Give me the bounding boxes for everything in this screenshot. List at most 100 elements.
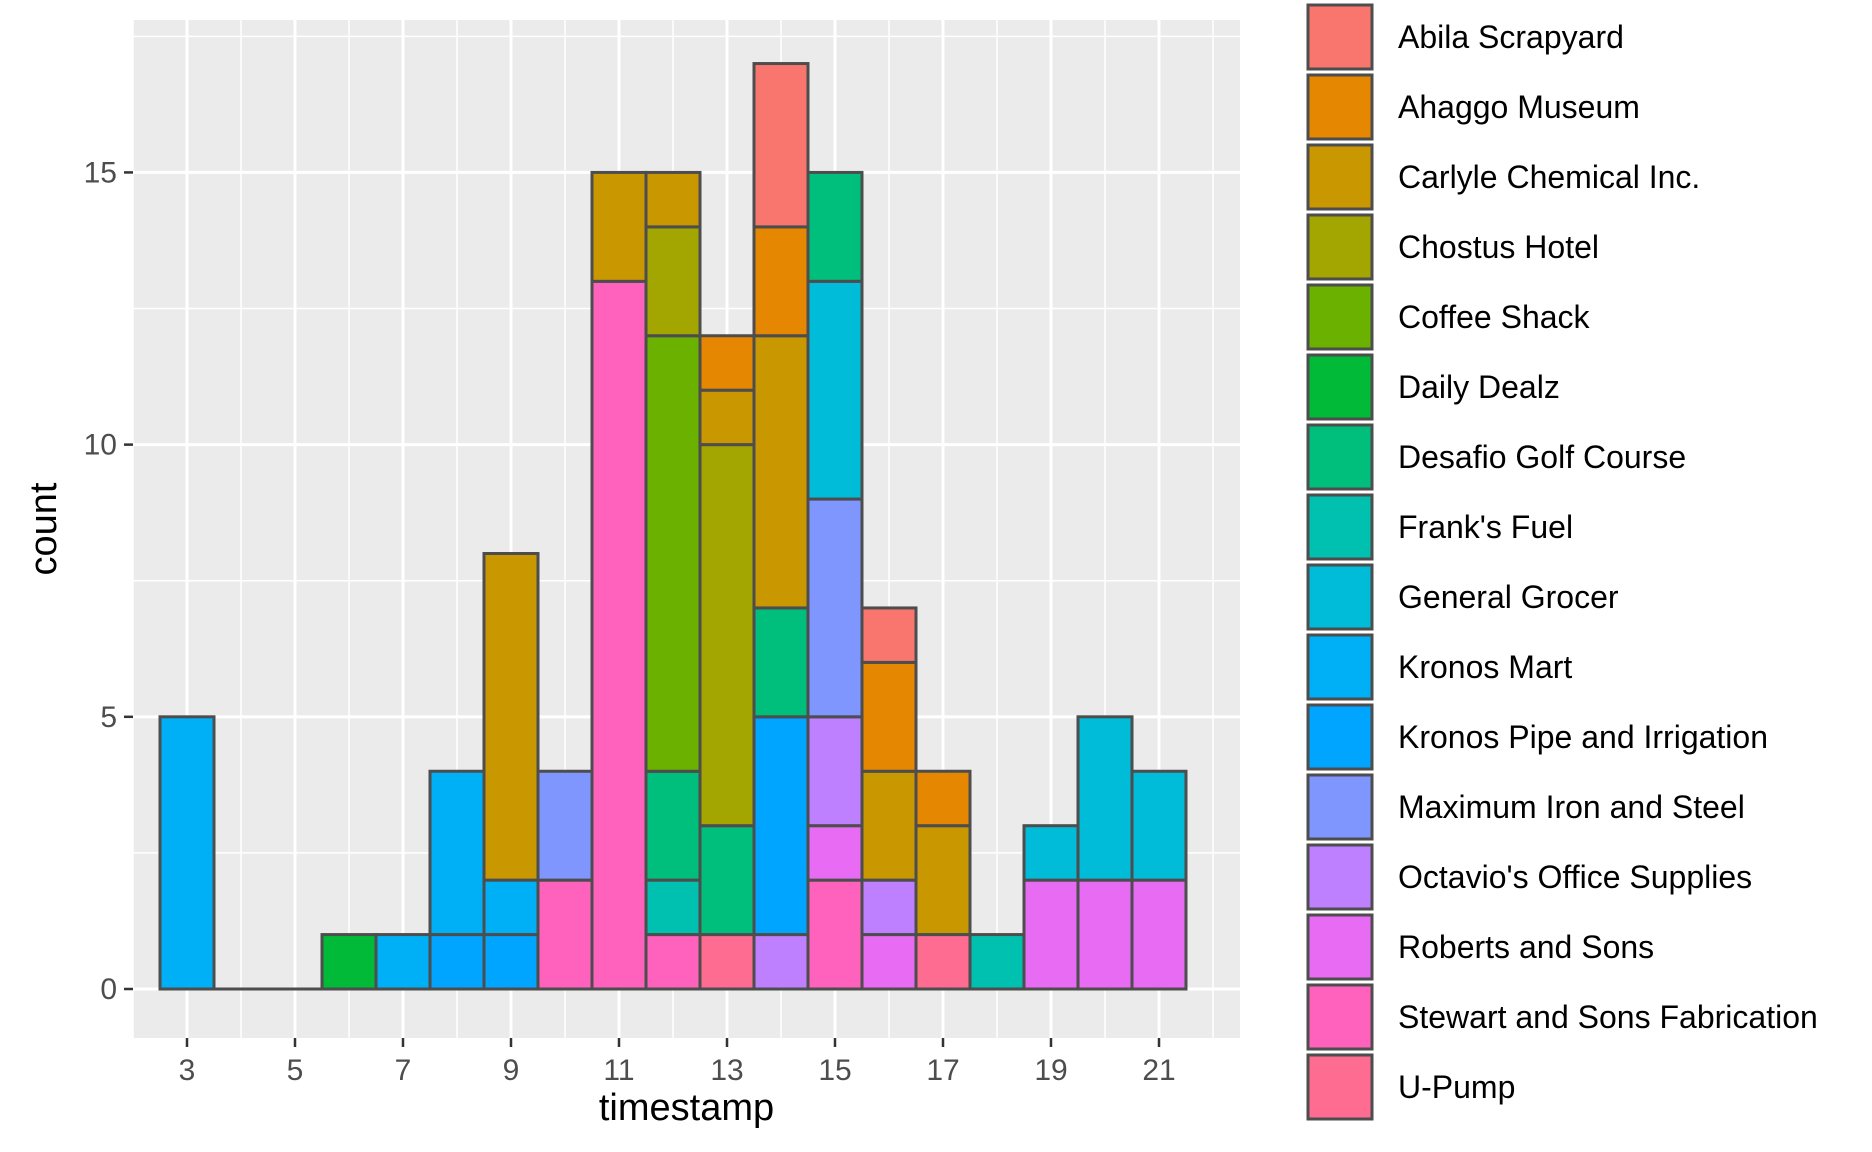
bar-segment bbox=[1022, 878, 1080, 991]
bar-segment bbox=[806, 715, 864, 828]
bar-segment bbox=[698, 334, 756, 392]
legend-label: Octavio's Office Supplies bbox=[1398, 859, 1752, 895]
bar-segment bbox=[428, 933, 486, 991]
legend-key bbox=[1306, 143, 1374, 211]
legend-key bbox=[1306, 703, 1374, 771]
bar-segment bbox=[806, 279, 864, 501]
y-tick-label: 5 bbox=[100, 701, 117, 734]
bar-segment bbox=[806, 497, 864, 719]
bar-segment bbox=[644, 170, 702, 229]
x-axis-title: timestamp bbox=[599, 1087, 774, 1129]
legend-item: U-Pump bbox=[1306, 1053, 1515, 1121]
x-tick-label: 11 bbox=[603, 1054, 634, 1087]
bar-segment bbox=[482, 933, 540, 991]
bar-segment bbox=[644, 878, 702, 937]
legend-label: Roberts and Sons bbox=[1398, 929, 1654, 965]
x-axis-ticks: 3 5 7 9 11 13 15 17 19 21 bbox=[179, 1038, 1176, 1087]
bar-segment bbox=[914, 933, 972, 991]
bar-segment bbox=[536, 769, 594, 882]
legend-key bbox=[1306, 983, 1374, 1051]
bar-segment bbox=[482, 551, 540, 882]
bar-segment bbox=[914, 824, 972, 937]
legend-label: Abila Scrapyard bbox=[1398, 19, 1624, 55]
legend-key bbox=[1306, 353, 1374, 421]
legend-label: Stewart and Sons Fabrication bbox=[1398, 999, 1818, 1035]
legend-item: Octavio's Office Supplies bbox=[1306, 843, 1752, 911]
legend-key bbox=[1306, 843, 1374, 911]
bar-segment bbox=[698, 824, 756, 937]
bar-segment bbox=[968, 933, 1026, 991]
legend-label: Kronos Mart bbox=[1398, 649, 1572, 685]
legend-item: Coffee Shack bbox=[1306, 283, 1591, 351]
legend-item: Ahaggo Museum bbox=[1306, 73, 1640, 141]
legend-item: General Grocer bbox=[1306, 563, 1619, 631]
legend-label: Carlyle Chemical Inc. bbox=[1398, 159, 1700, 195]
legend-item: Desafio Golf Course bbox=[1306, 423, 1686, 491]
legend-label: Ahaggo Museum bbox=[1398, 89, 1640, 125]
legend-item: Kronos Mart bbox=[1306, 633, 1572, 701]
bar-segment bbox=[1076, 878, 1134, 991]
bar-segment bbox=[860, 660, 918, 773]
x-tick-label: 5 bbox=[287, 1054, 304, 1087]
legend-item: Chostus Hotel bbox=[1306, 213, 1599, 281]
legend-key bbox=[1306, 773, 1374, 841]
legend-label: Daily Dealz bbox=[1398, 369, 1560, 405]
bar-segment bbox=[806, 824, 864, 882]
legend-item: Frank's Fuel bbox=[1306, 493, 1573, 561]
bar-segment bbox=[1130, 878, 1188, 991]
bar-segment bbox=[428, 769, 486, 937]
bar-segment bbox=[536, 878, 594, 991]
legend-key bbox=[1306, 283, 1374, 351]
legend-label: Desafio Golf Course bbox=[1398, 439, 1686, 475]
legend-label: Maximum Iron and Steel bbox=[1398, 789, 1745, 825]
legend-key bbox=[1306, 423, 1374, 491]
bar-segment bbox=[698, 388, 756, 447]
legend: Abila Scrapyard Ahaggo Museum Carlyle Chem… bbox=[1306, 3, 1818, 1121]
legend-key bbox=[1306, 1053, 1374, 1121]
legend-item: Carlyle Chemical Inc. bbox=[1306, 143, 1700, 211]
bar-segment bbox=[860, 769, 918, 882]
bar-segment bbox=[590, 279, 648, 991]
legend-item: Maximum Iron and Steel bbox=[1306, 773, 1745, 841]
y-axis-title: count bbox=[23, 482, 65, 575]
bar-segment bbox=[698, 933, 756, 991]
bar-segment bbox=[698, 443, 756, 828]
legend-key bbox=[1306, 213, 1374, 281]
bar-segment bbox=[752, 715, 810, 937]
y-tick-label: 15 bbox=[84, 156, 117, 189]
x-tick-label: 9 bbox=[503, 1054, 520, 1087]
legend-label: Kronos Pipe and Irrigation bbox=[1398, 719, 1768, 755]
bar-segment bbox=[644, 225, 702, 338]
y-tick-label: 10 bbox=[84, 429, 117, 462]
bar-segment bbox=[860, 606, 918, 664]
bars bbox=[158, 62, 1188, 991]
bar-segment bbox=[1076, 715, 1134, 882]
y-tick-label: 0 bbox=[100, 973, 117, 1006]
legend-key bbox=[1306, 493, 1374, 561]
bar-segment bbox=[158, 715, 216, 991]
legend-key bbox=[1306, 73, 1374, 141]
bar-segment bbox=[644, 769, 702, 882]
bar-segment bbox=[374, 933, 432, 991]
legend-item: Abila Scrapyard bbox=[1306, 3, 1624, 71]
bar-segment bbox=[806, 170, 864, 283]
x-tick-label: 17 bbox=[926, 1054, 959, 1087]
legend-key bbox=[1306, 913, 1374, 981]
legend-label: U-Pump bbox=[1398, 1069, 1515, 1105]
bar-segment bbox=[860, 933, 918, 991]
legend-label: General Grocer bbox=[1398, 579, 1619, 615]
legend-label: Frank's Fuel bbox=[1398, 509, 1573, 545]
legend-item: Roberts and Sons bbox=[1306, 913, 1654, 981]
bar-segment bbox=[320, 933, 378, 991]
legend-label: Coffee Shack bbox=[1398, 299, 1591, 335]
bar-segment bbox=[752, 225, 810, 338]
y-axis-ticks: 0 5 10 15 bbox=[84, 156, 133, 1006]
legend-key bbox=[1306, 563, 1374, 631]
bar-segment bbox=[752, 62, 810, 229]
bar-segment bbox=[482, 878, 540, 937]
bar-segment bbox=[644, 933, 702, 991]
bar-segment bbox=[590, 170, 648, 283]
bar-segment bbox=[752, 334, 810, 610]
legend-item: Daily Dealz bbox=[1306, 353, 1560, 421]
